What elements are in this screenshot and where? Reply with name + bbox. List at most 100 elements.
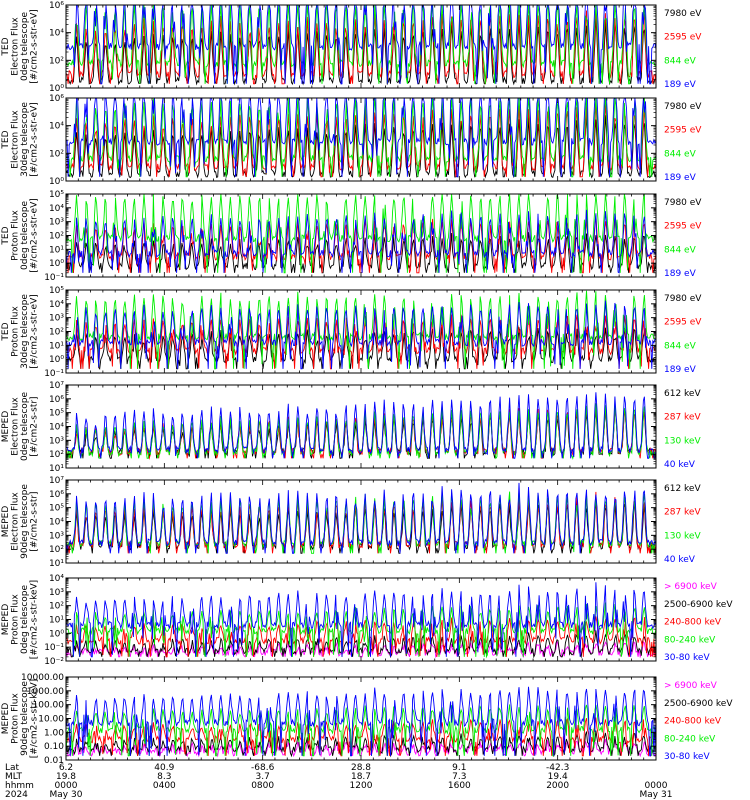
series-line-30-80-kev: [65, 582, 657, 658]
y-axis-label-line: [#/cm2-s-str-keV]: [30, 580, 40, 659]
series-line-844-ev: [65, 290, 657, 370]
x-tick-label-mlt: 18.7: [351, 772, 371, 782]
legend-entry: 189 eV: [664, 80, 697, 90]
y-axis-label-line: Electron Flux: [11, 110, 21, 169]
legend-entry: 7980 eV: [664, 9, 702, 19]
y-axis-label-line: MEPED: [1, 604, 11, 636]
y-tick-label: 10²: [49, 149, 64, 159]
y-tick-label: 10⁶: [49, 395, 64, 405]
y-tick-label: 10.00: [38, 715, 64, 725]
y-tick-label: 10¹: [49, 341, 64, 351]
y-tick-label: 0.01: [44, 756, 64, 766]
y-axis-label-line: [#/cm2-s-str-eV]: [30, 102, 40, 177]
y-tick-label: 10⁵: [49, 409, 64, 419]
legend-entry: 844 eV: [664, 149, 697, 159]
x-tick-label-lat: 9.1: [452, 763, 466, 773]
y-axis-label-line: TED: [1, 226, 11, 245]
x-tick-label-hhmm: 0000: [645, 781, 668, 791]
y-axis-label-line: [#/cm2-s-str-eV]: [30, 294, 40, 369]
y-axis-label-line: Proton Flux: [11, 594, 21, 645]
y-tick-label: 0.10: [44, 742, 64, 752]
legend-entry: 2500-6900 keV: [664, 600, 733, 610]
y-axis-label-line: 30deg telescope: [20, 294, 30, 369]
x-tick-label-mlt: 8.3: [157, 772, 171, 782]
legend-entry: 80-240 keV: [664, 635, 716, 645]
y-axis-label-line: 0deg telescope: [20, 12, 30, 82]
y-tick-label: 10⁰: [49, 355, 64, 365]
y-tick-label: 10⁷: [49, 476, 64, 486]
y-tick-label: 10⁴: [49, 300, 64, 310]
x-row-label: MLT: [5, 772, 23, 782]
y-tick-label: 100.00: [33, 701, 65, 711]
y-tick-label: 10⁻¹: [44, 369, 64, 379]
y-tick-label: 10³: [49, 218, 64, 228]
panel-background: [66, 385, 656, 468]
y-axis-label-line: 0deg telescope: [20, 392, 30, 462]
panel-3: 10⁻¹ 10⁰ 10¹ 10² 10³ 10⁴ 10⁵ TED Proton Flux 0deg…: [1, 190, 702, 283]
y-tick-label: 10⁴: [49, 574, 64, 584]
legend-entry: 40 keV: [664, 460, 696, 470]
y-axis-label-line: TED: [1, 322, 11, 341]
y-axis-label-line: [#/cm2-s-str-keV]: [30, 679, 40, 758]
x-tick-label-hhmm: 1600: [448, 781, 471, 791]
y-tick-label: 10⁶: [49, 94, 64, 104]
series-line-2500-6900-kev: [65, 730, 657, 758]
y-tick-label: 10⁴: [49, 204, 64, 214]
y-tick-label: 10³: [49, 314, 64, 324]
legend-entry: 2595 eV: [664, 222, 702, 232]
y-tick-label: 10⁻²: [44, 657, 64, 667]
legend-entry: 7980 eV: [664, 294, 702, 304]
x-tick-label-lat: 6.2: [59, 763, 73, 773]
x-tick-label-mlt: 19.8: [56, 772, 76, 782]
legend-entry: 130 keV: [664, 436, 701, 446]
y-tick-label: 10⁰: [49, 84, 64, 94]
y-tick-label: 10⁶: [49, 1, 64, 11]
y-tick-label: 10⁵: [49, 286, 64, 296]
y-tick-label: 1.00: [44, 728, 64, 738]
legend-entry: 40 keV: [664, 555, 696, 565]
series-line-130-kev: [65, 403, 657, 460]
y-axis-label-line: 0deg telescope: [20, 201, 30, 271]
y-tick-label: 10¹: [49, 616, 64, 626]
y-tick-label: 10¹: [49, 559, 64, 569]
x-row-label: 2024: [5, 790, 28, 800]
x-tick-label-lat: -68.6: [251, 763, 275, 773]
legend-entry: 844 eV: [664, 245, 697, 255]
series-line-2595-ev: [65, 101, 657, 178]
legend-entry: 2595 eV: [664, 318, 702, 328]
legend-entry: 130 keV: [664, 531, 701, 541]
y-axis-label-line: MEPED: [1, 506, 11, 538]
y-tick-label: 10³: [49, 531, 64, 541]
y-axis-label-line: Electron Flux: [11, 17, 21, 76]
legend-entry: > 6900 keV: [664, 681, 718, 691]
y-axis-label-line: Electron Flux: [11, 492, 21, 551]
y-tick-label: 10³: [49, 436, 64, 446]
panel-5: 10¹ 10² 10³ 10⁴ 10⁵ 10⁶ 10⁷ MEPED Electron Flux 0…: [1, 381, 701, 474]
x-tick-label-hhmm: 0400: [153, 781, 176, 791]
legend-entry: 844 eV: [664, 56, 697, 66]
y-axis-label-line: Proton Flux: [11, 306, 21, 357]
series-line-2500-6900-kev: [65, 630, 657, 659]
x-tick-label-date: May 30: [50, 790, 83, 800]
y-tick-label: 10²: [49, 450, 64, 460]
y-tick-label: 10²: [49, 328, 64, 338]
legend-entry: 240-800 keV: [664, 717, 722, 727]
legend-entry: 30-80 keV: [664, 653, 710, 663]
x-tick-label-date: May 31: [640, 790, 673, 800]
legend-entry: 612 keV: [664, 484, 701, 494]
series-line-80-240-kev: [65, 602, 657, 659]
panel-background: [66, 578, 656, 661]
x-tick-label-mlt: 19.4: [548, 772, 568, 782]
legend-entry: 287 keV: [664, 413, 701, 423]
legend-entry: 2500-6900 keV: [664, 699, 733, 709]
legend-entry: 2595 eV: [664, 33, 702, 43]
x-tick-label-hhmm: 1200: [350, 781, 373, 791]
panel-2: 10⁰ 10² 10⁴ 10⁶ TED Electron Flux 30deg telesc…: [1, 94, 702, 187]
x-row-label: Lat: [5, 763, 20, 773]
panel-1: 10⁰ 10² 10⁴ 10⁶ TED Electron Flux 0deg telesco…: [1, 1, 702, 94]
y-axis-label-line: Electron Flux: [11, 397, 21, 456]
legend-entry: 30-80 keV: [664, 752, 710, 762]
x-tick-label-hhmm: 0000: [55, 781, 78, 791]
y-tick-label: 10⁵: [49, 504, 64, 514]
